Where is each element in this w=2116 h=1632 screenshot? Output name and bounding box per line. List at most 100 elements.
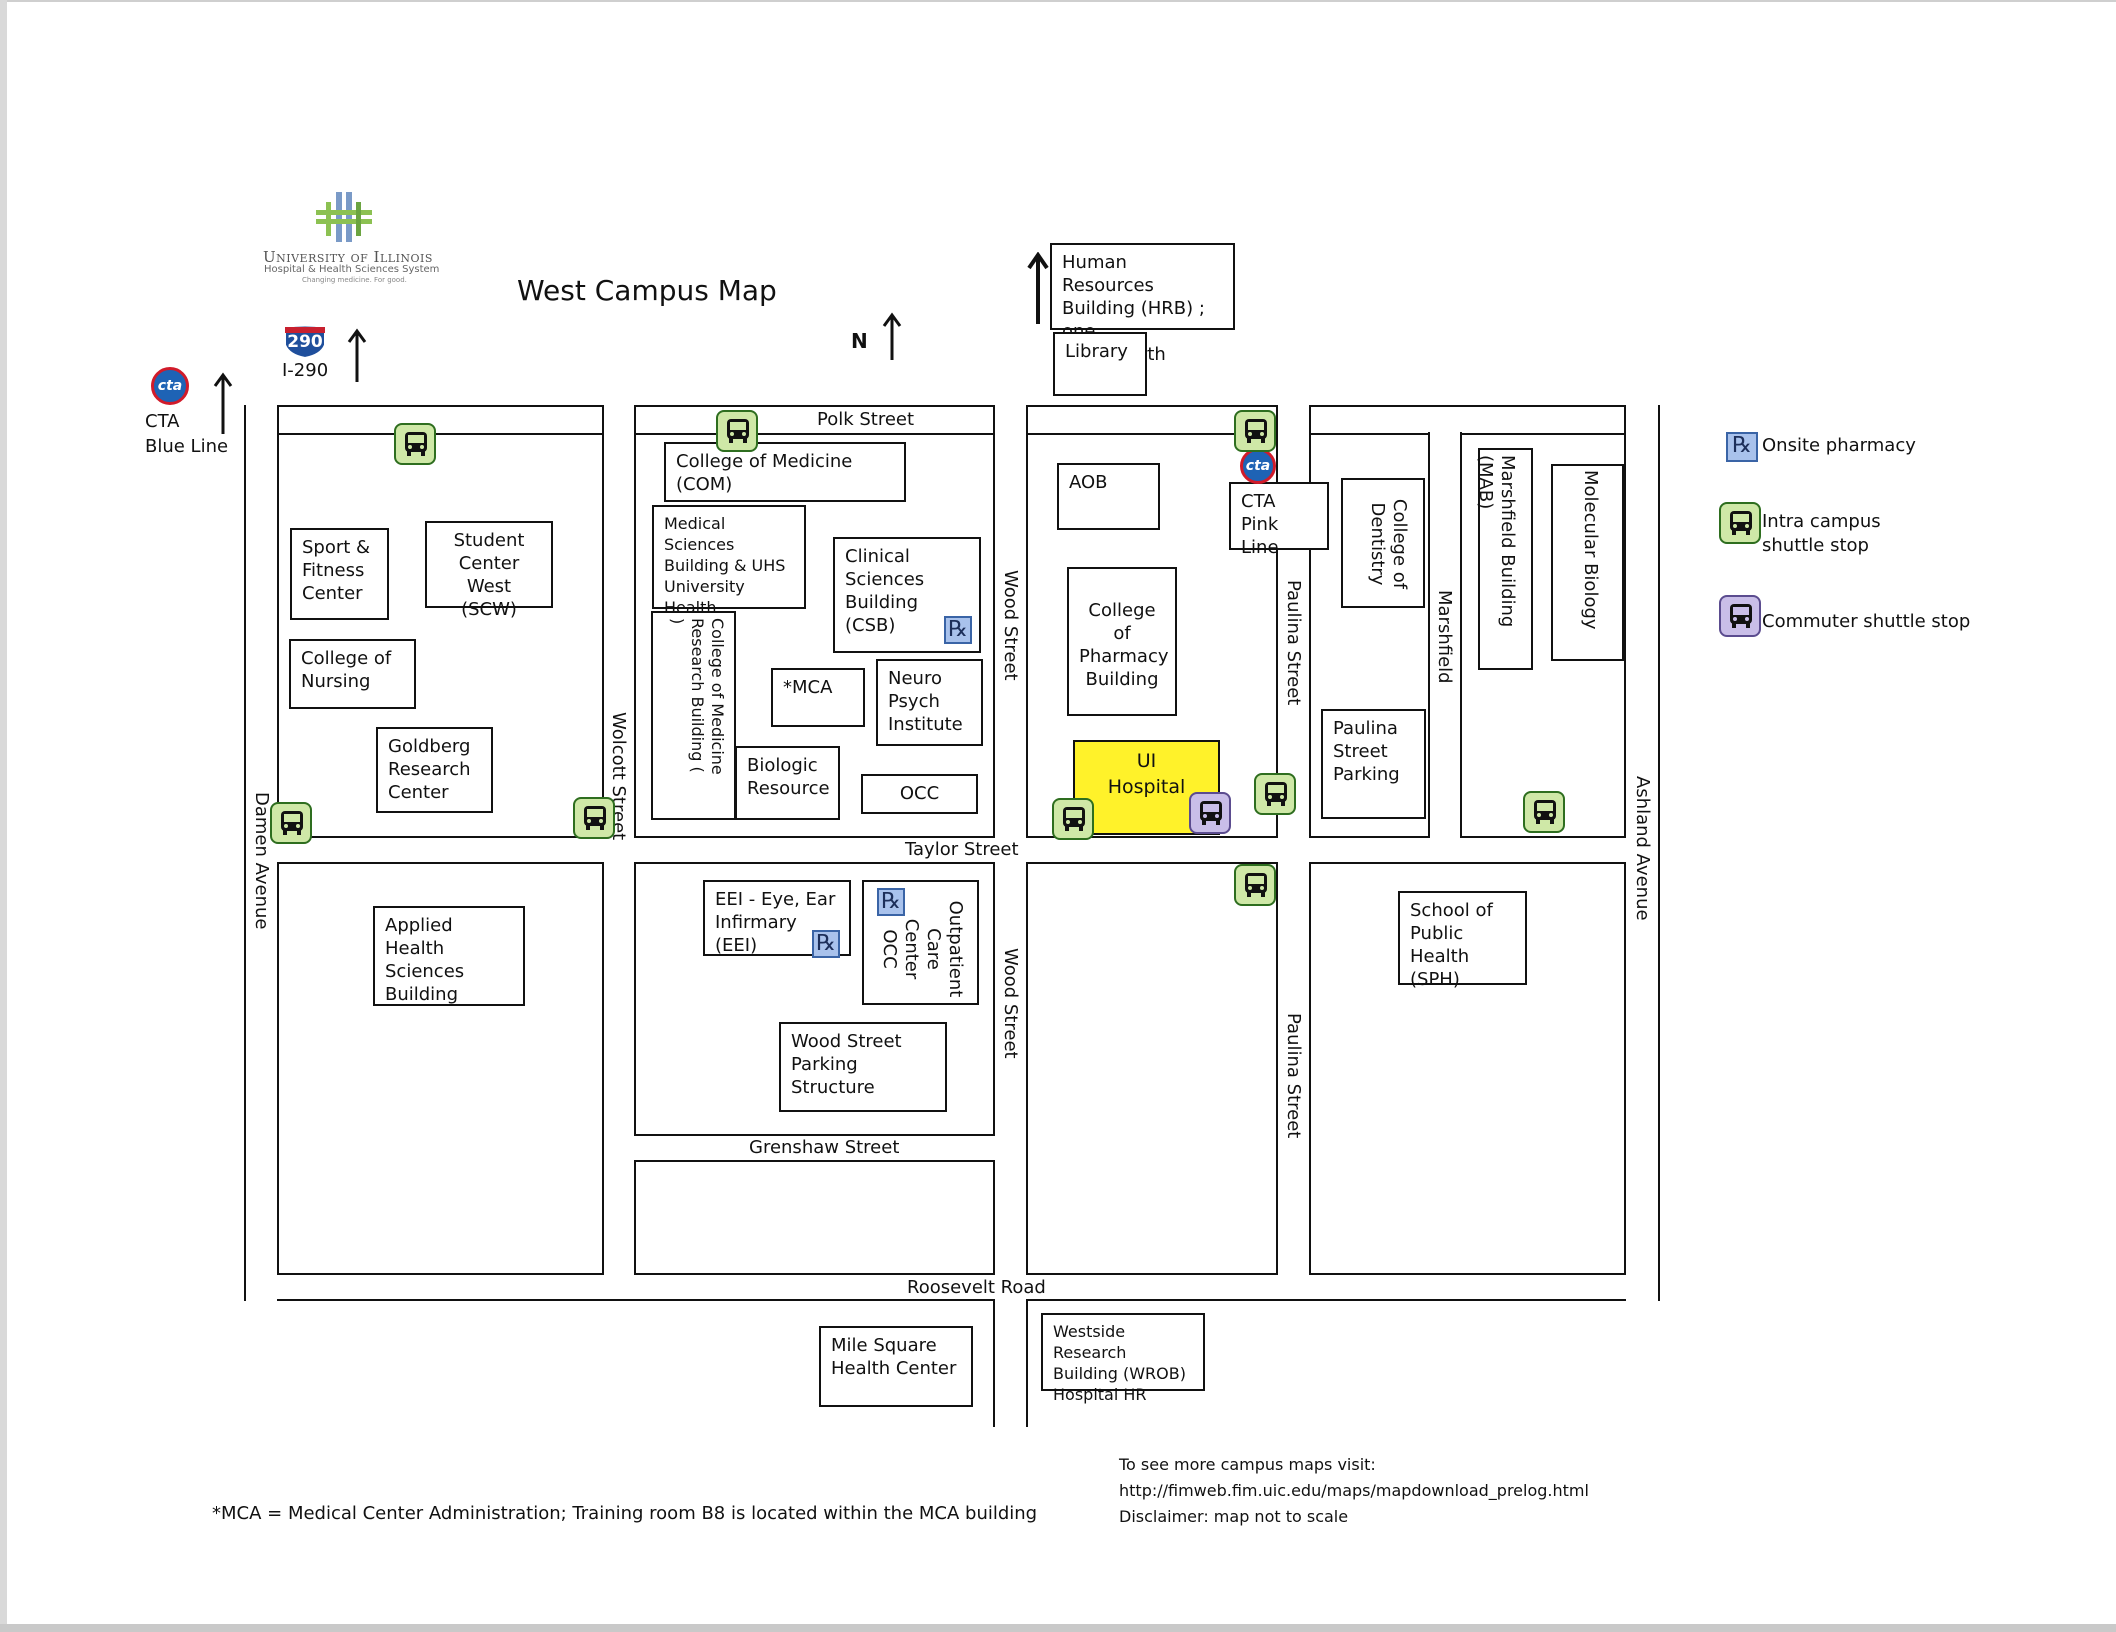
human-resources-building[interactable]: Human Resources Building (HRB) ; one blo… — [1050, 243, 1235, 365]
intra-shuttle-stop-polk-paulina[interactable] — [1234, 410, 1276, 452]
taylor-street-fill — [246, 838, 1658, 862]
north-label: N — [851, 329, 868, 353]
mile-square-health-center[interactable]: Mile Square Health Center — [819, 1326, 973, 1407]
intersection — [995, 407, 1026, 433]
north-arrow-icon — [882, 312, 902, 360]
left-border — [0, 0, 7, 1632]
roosevelt-road-label: Roosevelt Road — [907, 1277, 1046, 1298]
college-of-dentistry-label: College of Dentistry — [1367, 498, 1410, 590]
cta-blue-line-logo-icon: cta — [151, 367, 189, 405]
occ-north-building[interactable]: OCC — [861, 774, 978, 814]
grenshaw-street-label: Grenshaw Street — [749, 1137, 900, 1158]
pharmacy-icon-csb[interactable]: ℞ — [944, 616, 972, 644]
intra-shuttle-stop-taylor-paulina[interactable] — [1234, 864, 1276, 906]
polk-street — [244, 405, 1660, 435]
pharmacy-icon-eei[interactable]: ℞ — [812, 930, 840, 958]
school-of-public-health[interactable]: School of Public Health (SPH) — [1398, 891, 1527, 990]
intra-shuttle-stop-polk-wolcott[interactable] — [716, 410, 758, 452]
marshfield-street — [1428, 432, 1462, 838]
marshfield-building-label: Marshfield Building (MAB) — [1475, 455, 1518, 628]
polk-street-label: Polk Street — [817, 409, 915, 430]
bus-icon — [405, 432, 427, 456]
grenshaw-street-fill — [604, 1136, 1026, 1160]
biologic-resource[interactable]: Biologic Resource — [735, 746, 840, 820]
intersection — [1278, 407, 1309, 433]
university-logo-icon — [316, 192, 372, 242]
neuro-psych-institute[interactable]: Neuro Psych Institute — [876, 659, 983, 746]
molecular-biology-building[interactable] — [1551, 464, 1624, 661]
library-building[interactable]: Library — [1053, 332, 1147, 396]
bus-icon — [727, 419, 749, 443]
paulina-street-north-label: Paulina Street — [1283, 580, 1304, 706]
college-of-medicine-research-building[interactable] — [651, 611, 736, 820]
bus-icon — [1534, 800, 1556, 824]
legend-commuter-shuttle-icon — [1719, 595, 1761, 637]
cta-blue-line-arrow-icon — [213, 372, 233, 434]
clinical-sciences-building[interactable]: Clinical Sciences Building (CSB) — [833, 537, 981, 653]
bus-icon — [1265, 782, 1287, 806]
commuter-shuttle-stop-ui-hospital[interactable] — [1189, 792, 1231, 834]
i290-label: I-290 — [282, 360, 329, 381]
bus-icon — [584, 806, 606, 830]
bus-icon — [1063, 807, 1085, 831]
college-of-medicine[interactable]: College of Medicine (COM) — [664, 442, 906, 502]
pharmacy-icon-occ[interactable]: ℞ — [877, 888, 905, 916]
sport-fitness-center[interactable]: Sport & Fitness Center — [290, 528, 389, 620]
wood-street-parking-structure[interactable]: Wood Street Parking Structure — [779, 1022, 947, 1112]
college-of-dentistry[interactable] — [1341, 478, 1425, 608]
i290-arrow-icon — [347, 328, 367, 382]
interstate-290-number: 290 — [287, 332, 323, 352]
cta-pink-line-station[interactable]: CTA Pink Line — [1229, 482, 1329, 558]
college-of-pharmacy-building[interactable]: College of Pharmacy Building — [1067, 567, 1177, 716]
bus-icon — [1200, 801, 1222, 825]
intersection — [1626, 407, 1658, 433]
map-title: West Campus Map — [517, 274, 777, 307]
student-center-west[interactable]: Student Center West (SCW) — [425, 521, 553, 620]
logo-text-system: Hospital & Health Sciences System — [264, 264, 440, 275]
com-research-building-label: College of Medicine Research Building ( … — [668, 618, 727, 775]
legend-intra-shuttle-label: Intra campus shuttle stop — [1762, 511, 1881, 556]
intra-shuttle-stop-taylor-wolcott[interactable] — [573, 797, 615, 839]
intra-shuttle-stop-paulina-north[interactable] — [1254, 773, 1296, 815]
mca-footnote: *MCA = Medical Center Administration; Tr… — [212, 1503, 1038, 1524]
legend-onsite-pharmacy-label: Onsite pharmacy — [1762, 435, 1916, 456]
legend-pharmacy-icon: ℞ — [1726, 432, 1758, 462]
marshfield-label: Marshfield — [1434, 590, 1455, 684]
interstate-290-shield-icon — [284, 325, 326, 359]
intra-shuttle-stop-taylor-damen[interactable] — [270, 802, 312, 844]
medical-sciences-building[interactable]: Medical Sciences Building & UHS Universi… — [652, 505, 806, 638]
damen-avenue-label: Damen Avenue — [251, 792, 272, 930]
mca-building[interactable]: *MCA — [771, 668, 865, 727]
college-of-nursing[interactable]: College of Nursing — [289, 639, 416, 709]
westside-research-building[interactable]: Westside Research Building (WROB) Hospit… — [1041, 1313, 1205, 1404]
ui-hospital[interactable]: UI Hospital — [1073, 740, 1220, 835]
logo-text-university: University of Illinois — [263, 248, 433, 266]
wood-street-south-label: Wood Street — [1000, 948, 1021, 1059]
bus-icon — [1730, 511, 1752, 535]
aob-building[interactable]: AOB — [1057, 463, 1160, 530]
wood-street — [993, 405, 1028, 1427]
bus-icon — [281, 811, 303, 835]
intersection — [604, 407, 634, 433]
legend-intra-shuttle-icon — [1719, 502, 1761, 544]
intra-shuttle-stop-ui-hospital[interactable] — [1052, 798, 1094, 840]
intersection — [246, 407, 277, 433]
bus-icon — [1245, 419, 1267, 443]
intra-shuttle-stop-marshfield-taylor[interactable] — [1523, 791, 1565, 833]
paulina-street-parking[interactable]: Paulina Street Parking — [1321, 709, 1426, 819]
intra-shuttle-stop-polk-damen[interactable] — [394, 423, 436, 465]
roosevelt-road-fill — [246, 1275, 1658, 1299]
bottom-border — [0, 1624, 2116, 1632]
more-maps-note: To see more campus maps visit: http://fi… — [1119, 1455, 1589, 1526]
taylor-street-label: Taylor Street — [905, 839, 1019, 860]
goldberg-research-center[interactable]: Goldberg Research Center — [376, 727, 493, 813]
bus-icon — [1730, 604, 1752, 628]
cta-blue-line-label: CTA Blue Line — [145, 411, 229, 457]
bus-icon — [1245, 873, 1267, 897]
molecular-biology-label: Molecular Biology — [1580, 470, 1601, 630]
applied-health-sciences-building[interactable]: Applied Health Sciences Building — [373, 906, 525, 1006]
top-border — [0, 0, 2116, 2]
legend-commuter-shuttle-label: Commuter shuttle stop — [1762, 611, 1971, 632]
marshfield-building[interactable] — [1478, 448, 1533, 670]
